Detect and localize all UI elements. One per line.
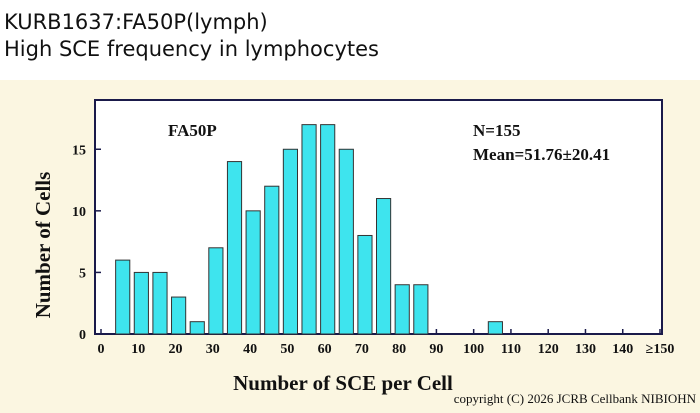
x-tick-label: 80: [392, 342, 406, 357]
x-tick-label: 100: [463, 342, 484, 357]
bar: [152, 271, 168, 335]
bar: [245, 210, 261, 335]
bar: [376, 198, 392, 335]
x-tick-label: ≥150: [646, 342, 675, 357]
x-tick-label: 60: [318, 342, 332, 357]
bar: [264, 185, 280, 335]
x-tick-label: 0: [98, 342, 105, 357]
bar: [189, 321, 205, 335]
x-tick-label: 30: [206, 342, 220, 357]
bar: [487, 321, 503, 335]
annotation: FA50P: [168, 121, 217, 140]
bar: [226, 161, 243, 335]
x-tick-label: 110: [501, 342, 521, 357]
x-tick-label: 140: [612, 342, 633, 357]
bar: [338, 148, 354, 335]
bar: [394, 284, 410, 335]
bar: [301, 124, 317, 335]
y-tick-label: 5: [79, 266, 86, 281]
y-tick-label: 15: [72, 143, 86, 158]
y-tick-label: 10: [72, 205, 86, 220]
bar: [115, 259, 131, 335]
bar: [171, 296, 187, 335]
x-tick-label: 20: [169, 342, 183, 357]
annotation: Mean=51.76±20.41: [473, 145, 610, 164]
y-axis-label: Number of Cells: [31, 172, 55, 319]
x-tick-label: 130: [575, 342, 596, 357]
x-tick-label: 120: [538, 342, 559, 357]
bar: [357, 234, 373, 335]
copyright: copyright (C) 2026 JCRB Cellbank NIBIOHN: [454, 391, 697, 406]
x-tick-label: 70: [355, 342, 369, 357]
bar: [320, 124, 336, 335]
bar: [282, 148, 298, 335]
bar: [133, 271, 149, 335]
x-tick-label: 40: [243, 342, 257, 357]
annotation: N=155: [473, 121, 520, 140]
page-title: KURB1637:FA50P(lymph): [4, 10, 268, 34]
bar: [208, 247, 224, 335]
y-tick-label: 0: [79, 328, 86, 343]
page-subtitle: High SCE frequency in lymphocytes: [4, 37, 379, 61]
bar: [413, 284, 429, 335]
x-tick-label: 10: [131, 342, 145, 357]
x-tick-label: 50: [280, 342, 294, 357]
x-tick-label: 90: [429, 342, 443, 357]
x-axis-label: Number of SCE per Cell: [233, 371, 453, 395]
